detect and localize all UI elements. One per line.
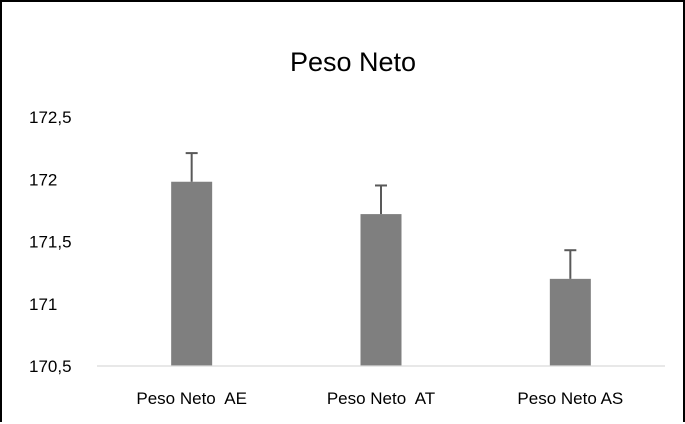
bars (171, 181, 591, 366)
x-tick-label: Peso Neto AE (136, 389, 247, 408)
y-tick-label: 170,5 (29, 357, 72, 376)
x-tick-label: Peso Neto AS (517, 389, 623, 408)
bar (171, 181, 213, 366)
error-bar (375, 184, 387, 215)
error-bar (564, 249, 577, 279)
error-bars (185, 152, 577, 279)
y-tick-label: 171,5 (29, 233, 72, 252)
y-axis-ticks: 170,5 171 171,5 172 172,5 (29, 108, 72, 376)
y-tick-label: 172,5 (29, 108, 72, 127)
x-axis-labels: Peso Neto AE Peso Neto AT Peso Neto AS (136, 389, 623, 408)
bar (549, 278, 591, 366)
y-tick-label: 171 (29, 295, 57, 314)
y-tick-label: 172 (29, 170, 57, 189)
chart-title: Peso Neto (290, 47, 416, 77)
x-tick-label: Peso Neto AT (327, 389, 435, 408)
bar (360, 214, 402, 366)
error-bar (185, 152, 198, 182)
